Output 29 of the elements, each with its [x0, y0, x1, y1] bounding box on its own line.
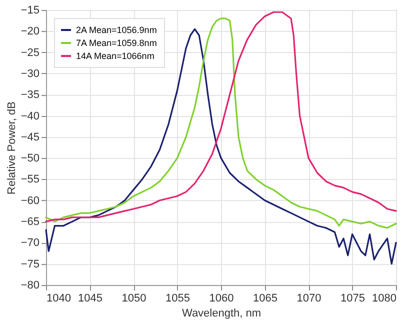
y-tick-label: −35 [20, 89, 40, 102]
x-tick-label: 1045 [78, 292, 102, 304]
x-tick-label: 1075 [340, 292, 365, 304]
y-tick-label: −30 [20, 68, 40, 80]
y-tick-label: −40 [20, 110, 40, 122]
x-axis-title: Wavelength, nm [182, 308, 262, 320]
legend-label: 2A Mean=1056.9nm [76, 25, 157, 35]
y-tick-label: −50 [20, 152, 40, 165]
x-tick-label: 1070 [296, 292, 322, 304]
y-axis-title: Relative Power, dB [6, 102, 18, 194]
y-tick-label: −20 [20, 26, 40, 38]
x-tick-label: 1065 [253, 292, 278, 304]
y-tick-label: −80 [20, 280, 40, 292]
y-tick-label: −60 [20, 194, 40, 207]
y-tick-label: −70 [20, 237, 40, 250]
y-tick-label: −45 [20, 131, 40, 144]
x-tick-label: 1040 [46, 292, 71, 304]
x-tick-label: 1060 [209, 292, 234, 304]
y-tick-label: −15 [20, 4, 40, 16]
x-tick-label: 1080 [372, 292, 396, 304]
x-tick-label: 1050 [122, 292, 146, 304]
y-tick-label: −55 [20, 174, 40, 186]
legend-label: 14A Mean=1066nm [76, 51, 154, 61]
y-tick-label: −75 [20, 258, 40, 270]
y-tick-label: −25 [20, 46, 40, 59]
y-tick-label: −65 [20, 216, 40, 228]
line-series [45, 28, 397, 265]
legend-label: 7A Mean=1059.8nm [76, 38, 157, 48]
x-tick-label: 1055 [166, 292, 190, 304]
